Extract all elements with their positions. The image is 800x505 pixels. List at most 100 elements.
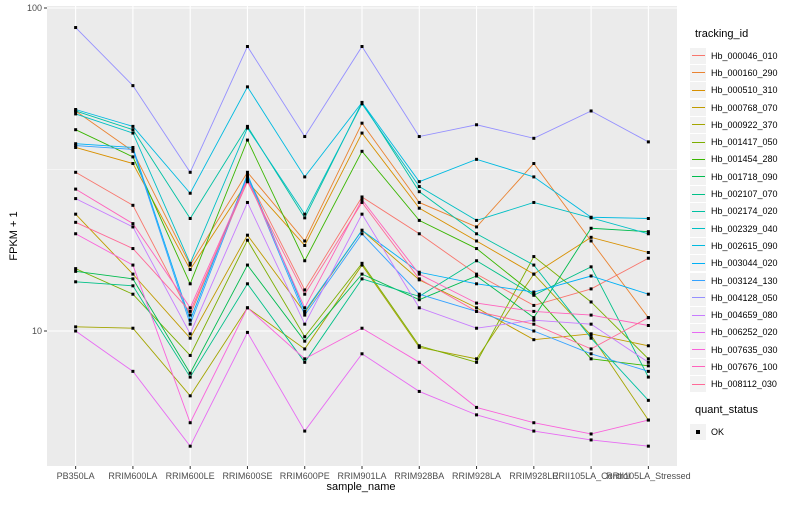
data-point [475, 218, 479, 222]
data-point [360, 212, 364, 216]
data-point [589, 322, 593, 326]
data-point [532, 263, 536, 267]
x-tick-label: RRIM600PE [280, 471, 330, 481]
data-point [532, 293, 536, 297]
data-point [303, 347, 307, 351]
data-point [532, 255, 536, 259]
data-point [589, 357, 593, 361]
legend-label: Hb_002107_070 [711, 189, 778, 200]
data-point [589, 432, 593, 436]
data-point [188, 371, 192, 375]
legend-key-line [691, 124, 705, 126]
legend-key-line [691, 158, 705, 160]
x-tick-label: RRIM600SE [222, 471, 272, 481]
data-point [131, 326, 135, 330]
data-point [131, 162, 135, 166]
data-point [131, 124, 135, 128]
data-point [417, 270, 421, 274]
data-point [417, 135, 421, 139]
data-point [74, 269, 78, 273]
data-point [417, 277, 421, 281]
data-point [360, 263, 364, 267]
legend-item-Hb_002174_020: Hb_002174_020 [690, 203, 800, 220]
data-point [188, 282, 192, 286]
legend-key-swatch [690, 186, 706, 203]
data-point [303, 135, 307, 139]
data-point [188, 191, 192, 195]
y-axis-title: FPKM + 1 [8, 211, 20, 261]
legend-item-Hb_006252_020: Hb_006252_020 [690, 324, 800, 341]
legend-key-swatch [690, 289, 706, 306]
data-point [303, 212, 307, 216]
x-tick-label: RRIM928BA [394, 471, 444, 481]
legend-label: Hb_001718_090 [711, 171, 778, 182]
data-point [417, 306, 421, 310]
data-point [131, 225, 135, 229]
data-point [188, 336, 192, 340]
data-point [589, 300, 593, 304]
data-point [475, 232, 479, 236]
legend-key-swatch [690, 341, 706, 358]
data-point [303, 306, 307, 310]
legend-label: Hb_000922_370 [711, 119, 778, 130]
data-point [188, 421, 192, 425]
legend-label: Hb_007676_100 [711, 361, 778, 372]
data-point [188, 318, 192, 322]
data-point [475, 259, 479, 263]
data-point [245, 170, 249, 174]
data-point [188, 261, 192, 265]
legend-label: Hb_003124_130 [711, 275, 778, 286]
data-point [589, 336, 593, 340]
data-point [417, 232, 421, 236]
data-point [532, 318, 536, 322]
legend-key-swatch [690, 376, 706, 393]
legend-key-swatch [690, 423, 706, 440]
x-tick-label: RRIM928LE [509, 471, 558, 481]
data-point [303, 175, 307, 179]
legend-key-swatch [690, 151, 706, 168]
data-point [646, 140, 650, 144]
data-point [532, 272, 536, 276]
data-point [245, 124, 249, 128]
data-point [74, 280, 78, 284]
data-point [131, 155, 135, 159]
legend-key-line [691, 193, 705, 195]
legend-label: Hb_000160_290 [711, 67, 778, 78]
data-point [131, 147, 135, 151]
legend-item-Hb_004128_050: Hb_004128_050 [690, 289, 800, 306]
legend-label: Hb_006252_020 [711, 327, 778, 338]
legend-label: Hb_002615_090 [711, 240, 778, 251]
data-point [360, 131, 364, 135]
data-point [74, 220, 78, 224]
x-tick-label: RRIM600LA [108, 471, 157, 481]
data-point [131, 272, 135, 276]
data-point [245, 263, 249, 267]
data-point [188, 268, 192, 272]
legend-label: OK [711, 426, 725, 437]
data-point [589, 226, 593, 230]
data-point [360, 272, 364, 276]
data-point [646, 232, 650, 236]
data-point [475, 306, 479, 310]
data-point [360, 200, 364, 204]
legend-key-swatch [690, 237, 706, 254]
data-point [532, 162, 536, 166]
data-point [245, 126, 249, 130]
data-point [589, 333, 593, 337]
legend-key-swatch [690, 47, 706, 64]
data-point [475, 247, 479, 251]
legend-item-Hb_000510_310: Hb_000510_310 [690, 82, 800, 99]
y-tick-label: 100 [27, 3, 42, 13]
x-tick-label: PB350LA [57, 471, 95, 481]
data-point [475, 357, 479, 361]
data-point [475, 274, 479, 278]
legend-key-line [691, 89, 705, 91]
data-point [475, 413, 479, 417]
data-point [532, 303, 536, 307]
data-point [74, 112, 78, 116]
legend-key-line [691, 366, 705, 368]
data-point [646, 364, 650, 368]
data-point [417, 190, 421, 194]
legend-item-Hb_003044_020: Hb_003044_020 [690, 255, 800, 272]
legend-label: Hb_000510_310 [711, 85, 778, 96]
